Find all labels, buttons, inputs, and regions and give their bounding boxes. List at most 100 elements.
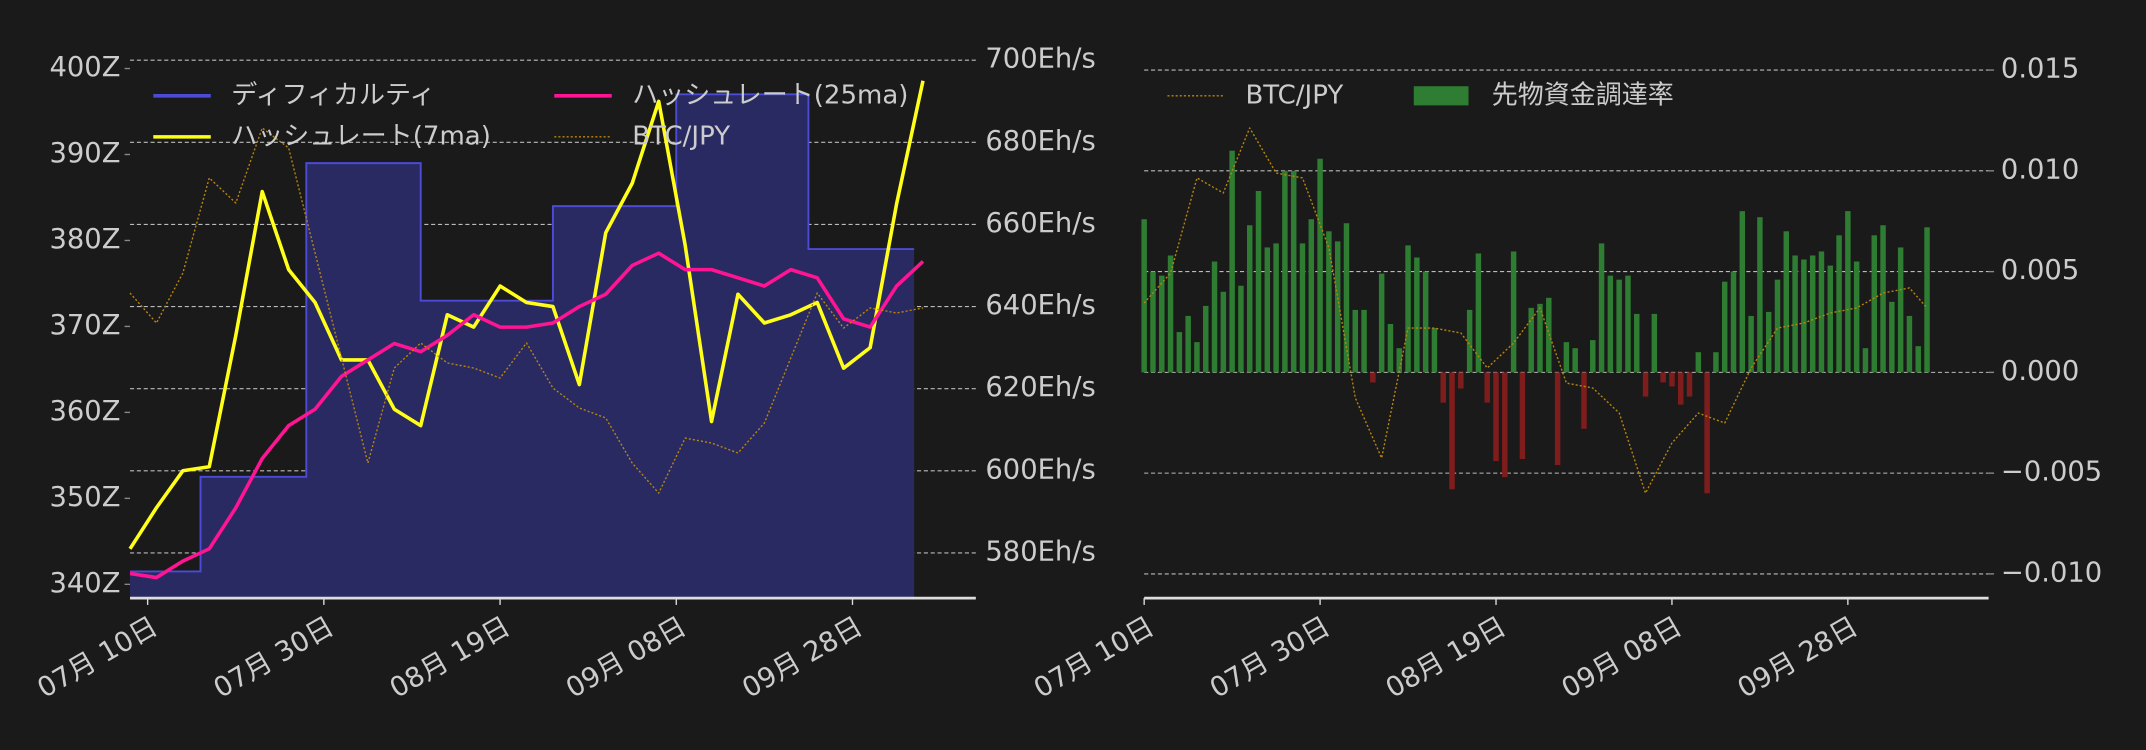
funding-bar	[1405, 245, 1411, 373]
series-line	[128, 80, 925, 550]
series-line	[129, 251, 925, 580]
funding-bar	[1897, 247, 1904, 373]
funding-bar	[1352, 309, 1359, 373]
series-line	[129, 127, 924, 494]
funding-bar	[1783, 231, 1790, 373]
difficulty-line	[130, 93, 915, 573]
funding-bar	[1686, 372, 1693, 397]
funding-bar	[1836, 235, 1842, 373]
y-tick-label: 400Z	[49, 52, 120, 83]
funding-bar	[1880, 225, 1886, 373]
funding-bar	[1660, 372, 1666, 383]
funding-bar	[1502, 372, 1508, 478]
funding-bar	[1801, 259, 1807, 373]
funding-bar	[1519, 372, 1526, 460]
y2-tick-label: 620Eh/s	[985, 372, 1095, 403]
funding-bar	[1757, 217, 1763, 373]
funding-bar	[1458, 372, 1464, 389]
funding-bar	[1730, 271, 1737, 373]
funding-bar	[1642, 372, 1649, 397]
funding-bar	[1167, 255, 1174, 373]
funding-bar	[1572, 348, 1578, 373]
funding-bar	[1607, 275, 1614, 373]
legend-swatch	[1413, 86, 1469, 106]
funding-bar	[1194, 342, 1200, 373]
funding-bar	[1721, 281, 1728, 373]
y-tick-label: 360Z	[49, 396, 120, 427]
y-tick-label: 0.005	[2001, 255, 2079, 286]
funding-bar	[1528, 307, 1534, 373]
funding-bar	[1739, 211, 1746, 373]
funding-bar	[1616, 279, 1622, 373]
funding-bar	[1326, 231, 1332, 373]
y-tick-label: 350Z	[49, 482, 120, 513]
funding-bar	[1792, 255, 1798, 373]
funding-bar	[1634, 313, 1640, 373]
funding-bar	[1889, 301, 1895, 373]
funding-bar	[1185, 315, 1191, 373]
y2-tick-label: 700Eh/s	[985, 44, 1095, 75]
funding-bar	[1440, 372, 1446, 403]
funding-bar	[1924, 227, 1930, 373]
funding-bar	[1387, 324, 1394, 373]
funding-bar	[1264, 247, 1271, 373]
funding-bar	[1853, 261, 1860, 373]
difficulty-area	[130, 94, 915, 599]
funding-bar	[1422, 271, 1429, 373]
funding-bar	[1809, 255, 1816, 373]
funding-bar	[1203, 305, 1209, 373]
funding-bar	[1695, 352, 1702, 373]
funding-bar	[1713, 352, 1719, 373]
funding-bar	[1317, 158, 1323, 373]
funding-bar	[1510, 251, 1517, 373]
funding-bar	[1378, 273, 1385, 373]
funding-bar	[1475, 253, 1482, 373]
funding-bar	[1466, 309, 1473, 373]
series-line	[1143, 127, 1928, 494]
y2-tick-label: 680Eh/s	[985, 126, 1095, 157]
funding-bar	[1246, 225, 1253, 373]
funding-bar	[1906, 315, 1913, 373]
funding-bar	[1774, 279, 1781, 373]
funding-bar	[1537, 303, 1543, 373]
y-tick-label: 380Z	[49, 224, 120, 255]
funding-bar	[1845, 211, 1851, 373]
funding-bar	[1308, 219, 1315, 373]
y2-tick-label: 660Eh/s	[985, 208, 1095, 239]
funding-bar	[1862, 348, 1869, 373]
funding-bar	[1159, 275, 1165, 373]
funding-bar	[1255, 190, 1262, 373]
legend-label: BTC/JPY	[632, 121, 730, 151]
funding-bar	[1229, 150, 1235, 373]
funding-bar	[1765, 311, 1772, 373]
funding-bar	[1651, 313, 1658, 373]
funding-bar	[1299, 243, 1306, 373]
funding-bar	[1176, 332, 1183, 373]
funding-bar	[1150, 271, 1156, 373]
funding-bar	[1334, 241, 1341, 373]
y-tick-label: 0.000	[2001, 356, 2079, 387]
funding-bar	[1554, 372, 1561, 466]
funding-bar	[1414, 257, 1420, 373]
funding-bar	[1818, 251, 1825, 373]
funding-bar	[1563, 342, 1570, 373]
funding-bar	[1211, 261, 1218, 373]
y2-tick-label: 580Eh/s	[985, 536, 1095, 567]
y-tick-label: 370Z	[49, 310, 120, 341]
legend-label: ハッシュレート(25ma)	[632, 80, 908, 110]
y-tick-label: 0.015	[2001, 54, 2079, 85]
funding-bar	[1704, 372, 1710, 494]
funding-bar	[1669, 372, 1675, 387]
funding-bar	[1493, 372, 1499, 462]
legend-label: 先物資金調達率	[1492, 80, 1674, 110]
y-tick-label: 340Z	[49, 568, 120, 599]
funding-bar	[1915, 346, 1921, 373]
funding-bar	[1484, 372, 1490, 403]
legend-label: ディフィカルティ	[231, 80, 435, 110]
funding-bar	[1871, 235, 1877, 373]
legend-label: ハッシュレート(7ma)	[231, 121, 491, 151]
y-tick-label: −0.005	[2001, 457, 2102, 488]
funding-bar	[1273, 243, 1279, 373]
legend-label: BTC/JPY	[1245, 80, 1343, 110]
